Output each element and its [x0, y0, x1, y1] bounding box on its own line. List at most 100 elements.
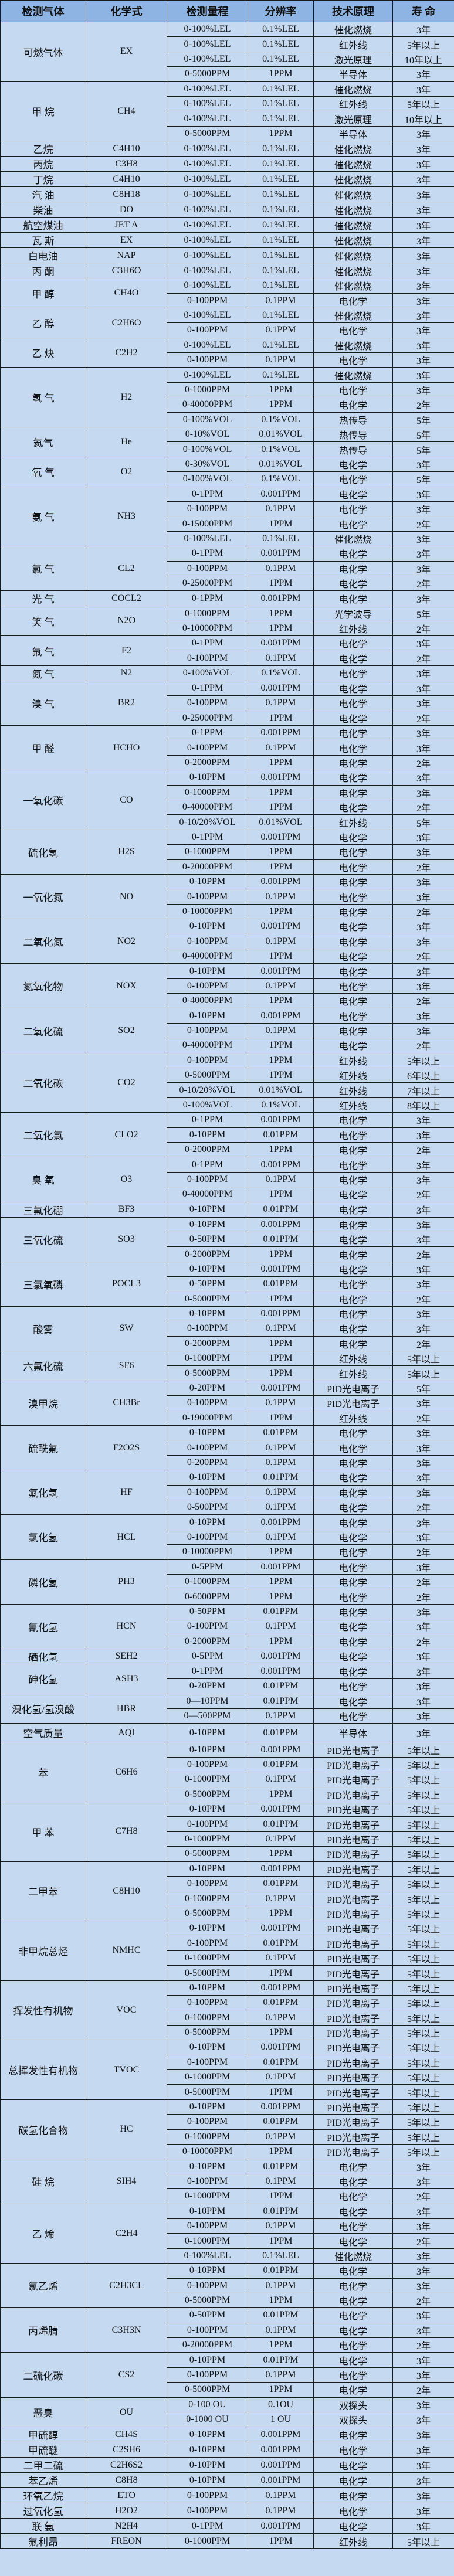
resolution-cell: 1PPM — [248, 1141, 314, 1158]
resolution-cell: 0.001PPM — [248, 1921, 314, 1936]
resolution-cell: 1PPM — [248, 2382, 314, 2398]
chemical-formula: TVOC — [86, 2040, 167, 2100]
table-row: 二氧化氮 NO2 0-10PPM 0.001PPM 电化学 3年 — [0, 919, 454, 964]
principle-cell: 电化学 — [313, 1544, 393, 1560]
table-row: 0-20PPM 0.01PPM 电化学 3年 — [1, 1678, 454, 1694]
chemical-formula: NH3 — [86, 486, 167, 547]
principle-cell: 电化学 — [313, 1022, 393, 1039]
resolution-cell: 0.001PPM — [248, 1559, 314, 1575]
resolution-cell: 0.001PPM — [248, 1514, 314, 1530]
table-row: 乙 醇 C2H6O 0-100%LEL 0.1%LEL 催化燃烧 3年 — [0, 307, 454, 338]
resolution-cell: 1PPM — [248, 2337, 314, 2353]
lifetime-cell: 2年 — [392, 755, 454, 771]
table-row: 0-1000PPM 0.1PPM PID光电离子 5年以上 — [1, 1950, 454, 1966]
resolution-cell: 1PPM — [248, 125, 314, 142]
resolution-cell: 0.01%VOL — [248, 1082, 314, 1098]
principle-cell: 电化学 — [313, 1187, 393, 1202]
principle-cell: 热传导 — [313, 412, 393, 428]
chemical-formula: O3 — [86, 1157, 167, 1202]
lifetime-cell: 3年 — [392, 156, 454, 172]
range-cell: 0-10PPM — [167, 1861, 248, 1877]
principle-cell: 电化学 — [313, 1127, 393, 1143]
range-cell: 0-100%VOL — [167, 441, 248, 457]
header-lifetime: 寿 命 — [392, 0, 454, 22]
table-row: 0-100%VOL 0.1%VOL 电化学 5年 — [1, 471, 454, 487]
chemical-formula: HC — [86, 2099, 167, 2160]
principle-cell: PID光电离子 — [313, 1846, 393, 1862]
resolution-cell: 0.1%LEL — [248, 217, 314, 233]
lifetime-cell: 3年 — [392, 1454, 454, 1471]
chemical-formula: C8H10 — [86, 1861, 167, 1922]
range-cell: 0-10PPM — [167, 1425, 248, 1441]
range-cell: 0-100PPM — [167, 2503, 248, 2519]
gas-name: 乙 炔 — [0, 337, 86, 368]
table-row: 0-19000PPM 1PPM 红外线 2年 — [1, 1410, 454, 1426]
lifetime-cell: 3年 — [392, 531, 454, 547]
chemical-formula: C2H6S2 — [86, 2457, 167, 2473]
principle-cell: 电化学 — [313, 2337, 393, 2353]
lifetime-cell: 3年 — [392, 2218, 454, 2234]
lifetime-cell: 3年 — [392, 1619, 454, 1634]
chemical-formula: H2S — [86, 829, 167, 875]
range-cell: 0-1PPM — [167, 829, 248, 845]
principle-cell: 电化学 — [313, 784, 393, 801]
table-row: 三氧化硫 SO3 0-10PPM 0.001PPM 电化学 3年 — [0, 1216, 454, 1262]
table-row: 航空煤油 JET A 0-100%LEL 0.1%LEL 催化燃烧 3年 — [0, 217, 454, 233]
resolution-cell: 0.001PPM — [248, 1980, 314, 1996]
range-cell: 0-100%LEL — [167, 81, 248, 97]
chemical-formula: CLO2 — [86, 1112, 167, 1158]
lifetime-cell: 5年 — [392, 814, 454, 830]
gas-name: 溴 气 — [0, 680, 86, 726]
resolution-cell: 1PPM — [248, 1786, 314, 1803]
principle-cell: 电化学 — [313, 2263, 393, 2279]
resolution-cell: 0.1PPM — [248, 501, 314, 517]
resolution-cell: 0.1%LEL — [248, 156, 314, 172]
principle-cell: 电化学 — [313, 1648, 393, 1664]
chemical-formula: He — [86, 427, 167, 457]
resolution-cell: 0.1PPM — [248, 740, 314, 756]
principle-cell: 热传导 — [313, 427, 393, 443]
table-row: 0-5000PPM 1PPM 电化学 2年 — [1, 2292, 454, 2309]
principle-cell: 电化学 — [313, 740, 393, 756]
resolution-cell: 0.1PPM — [248, 1708, 314, 1724]
principle-cell: 红外线 — [313, 1082, 393, 1098]
principle-cell: 电化学 — [313, 2487, 393, 2504]
principle-cell: 热传导 — [313, 441, 393, 457]
range-cell: 0-100%LEL — [167, 51, 248, 67]
range-cell: 0-20PPM — [167, 1380, 248, 1396]
table-row: 0-25000PPM 1PPM 电化学 2年 — [1, 710, 454, 726]
lifetime-cell: 2年 — [392, 1187, 454, 1202]
resolution-cell: 0.001PPM — [248, 680, 314, 696]
principle-cell: PID光电离子 — [313, 2143, 393, 2160]
resolution-cell: 1PPM — [248, 755, 314, 771]
resolution-cell: 0.001PPM — [248, 590, 314, 607]
table-row: 氯乙烯 C2H3CL 0-10PPM 0.01PPM 电化学 3年 — [0, 2263, 454, 2309]
table-row: 0-1000PPM 1PPM 电化学 3年 — [1, 844, 454, 860]
gas-name: 乙 醇 — [0, 307, 86, 338]
chemical-formula: EX — [86, 232, 167, 249]
resolution-cell: 0.001PPM — [248, 1157, 314, 1173]
gas-name: 砷化氢 — [0, 1663, 86, 1694]
range-cell: 0-10PPM — [167, 2263, 248, 2279]
lifetime-cell: 2年 — [392, 1246, 454, 1262]
resolution-cell: 0.01PPM — [248, 1231, 314, 1248]
resolution-cell: 0.001PPM — [248, 963, 314, 979]
resolution-cell: 1PPM — [248, 1052, 314, 1069]
lifetime-cell: 3年 — [392, 81, 454, 97]
header-range: 检测量程 — [167, 0, 248, 22]
lifetime-cell: 3年 — [392, 844, 454, 860]
gas-name: 二甲二硫 — [0, 2457, 86, 2473]
lifetime-cell: 2年 — [392, 620, 454, 637]
principle-cell: 电化学 — [313, 2307, 393, 2323]
table-row: 丙 酮 C3H6O 0-100%LEL 0.1%LEL 催化燃烧 3年 — [0, 263, 454, 279]
principle-cell: 红外线 — [313, 1365, 393, 1381]
resolution-cell: 0.1%LEL — [248, 111, 314, 127]
principle-cell: PID光电离子 — [313, 1816, 393, 1832]
resolution-cell: 0.01PPM — [248, 1935, 314, 1951]
lifetime-cell: 2年 — [392, 1291, 454, 1307]
lifetime-cell: 3年 — [392, 2159, 454, 2174]
gas-name: 氮氧化物 — [0, 963, 86, 1009]
table-row: 0-100PPM 0.1PPM 电化学 3年 — [1, 695, 454, 711]
principle-cell: 电化学 — [313, 501, 393, 517]
table-row: 酸雾 SW 0-10PPM 0.001PPM 电化学 3年 — [0, 1306, 454, 1352]
